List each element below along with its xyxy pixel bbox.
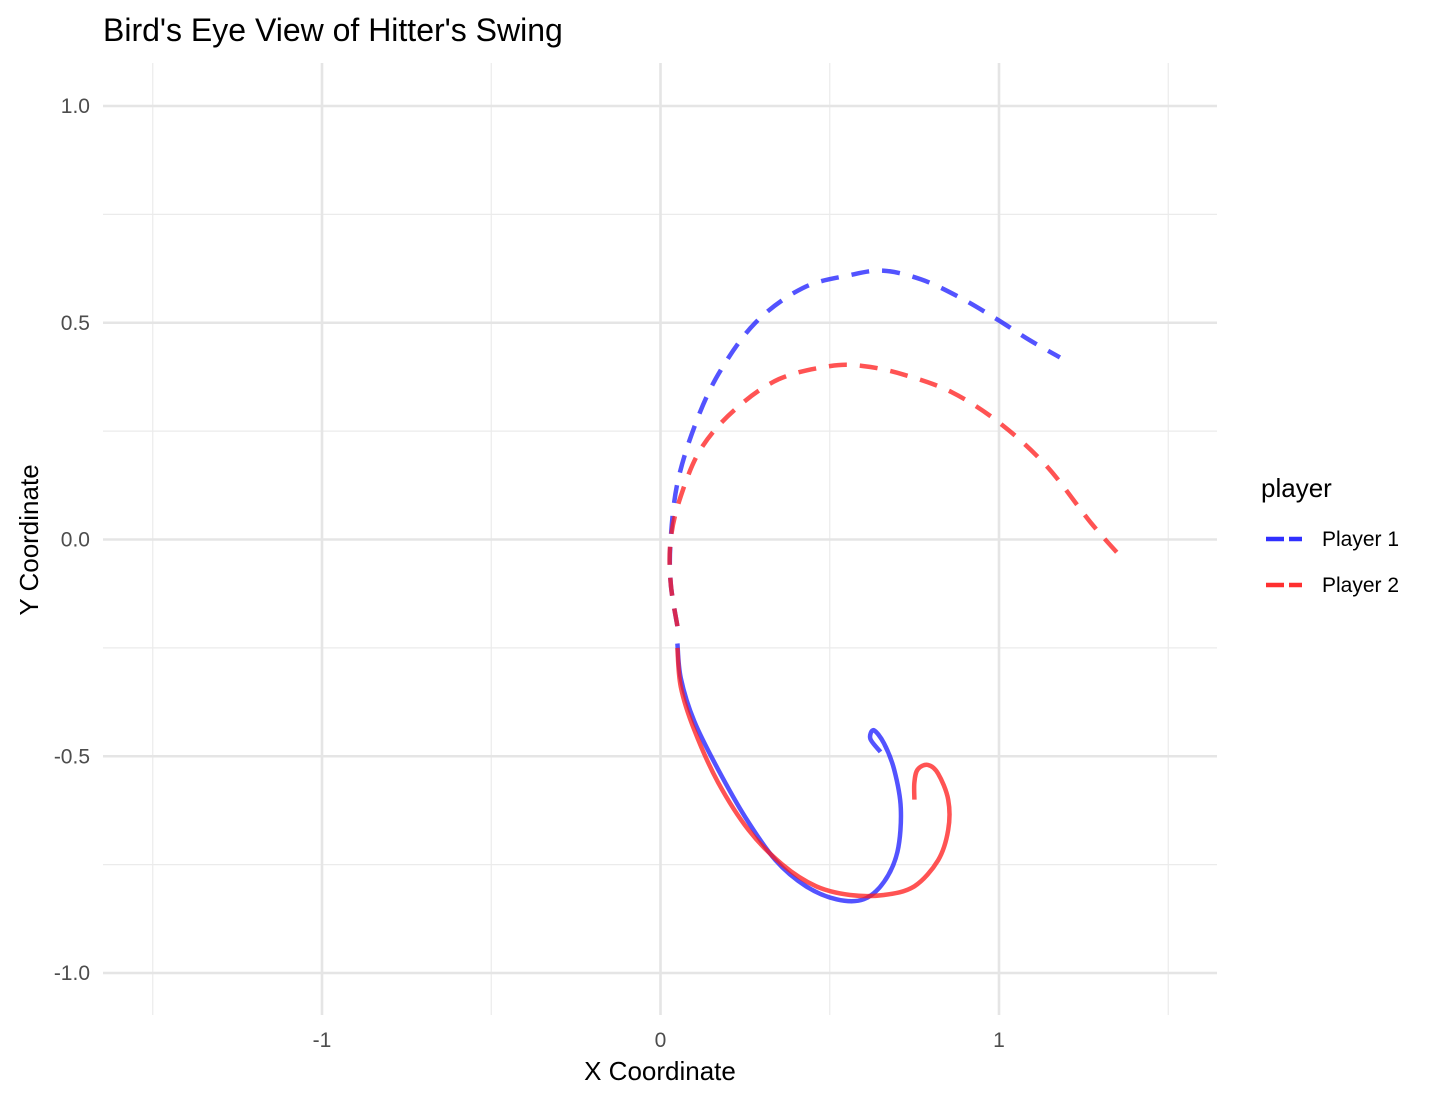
chart-title: Bird's Eye View of Hitter's Swing xyxy=(103,12,563,48)
x-tick-label: -1 xyxy=(313,1029,332,1052)
x-tick-labels: -1 0 1 xyxy=(313,1029,1005,1052)
y-tick-label: -0.5 xyxy=(54,745,90,768)
legend-label-player-1: Player 1 xyxy=(1322,528,1399,551)
x-axis-title: X Coordinate xyxy=(584,1056,736,1086)
y-tick-label: 1.0 xyxy=(61,95,90,118)
y-tick-label: -1.0 xyxy=(54,962,90,985)
legend-items: Player 1 Player 2 xyxy=(1266,528,1399,597)
series-layer xyxy=(667,268,1123,904)
legend-label-player-2: Player 2 xyxy=(1322,574,1399,597)
series-line-player-2-dashed xyxy=(667,362,1123,627)
grid-major xyxy=(103,63,1217,1015)
legend: player Player 1 Player 2 xyxy=(1261,473,1399,597)
y-tick-label: 0.5 xyxy=(61,312,90,335)
x-tick-label: 0 xyxy=(655,1029,667,1052)
legend-title: player xyxy=(1261,473,1332,503)
series-line-player-1-solid xyxy=(675,643,904,904)
y-tick-labels: -1.0 -0.5 0.0 0.5 1.0 xyxy=(54,95,90,985)
y-axis-title: Y Coordinate xyxy=(14,464,44,615)
y-tick-label: 0.0 xyxy=(61,529,90,552)
x-tick-label: 1 xyxy=(993,1029,1005,1052)
series-line-player-2-solid xyxy=(675,647,952,899)
